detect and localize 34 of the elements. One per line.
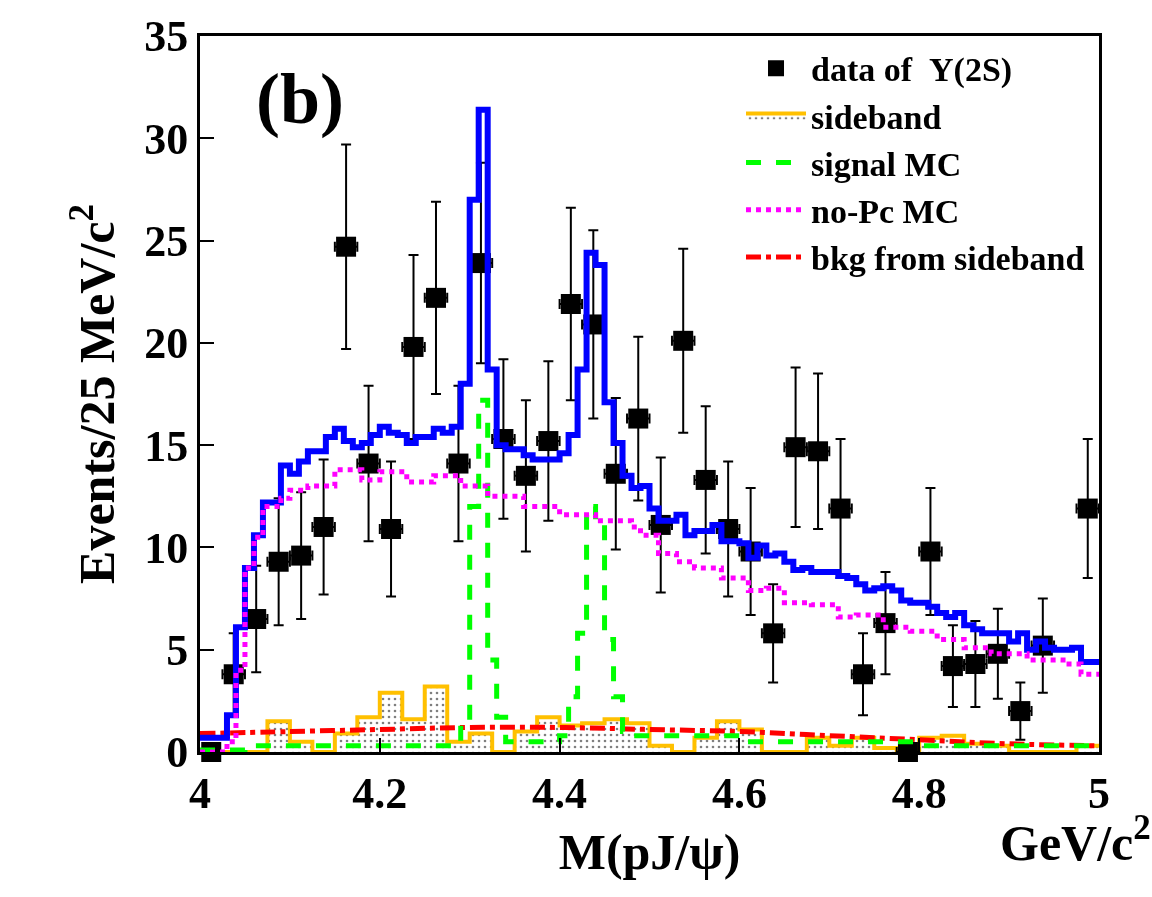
legend-label: no-Pc MC — [811, 193, 960, 231]
point — [763, 623, 784, 644]
legend-label: bkg from sideband — [811, 240, 1085, 278]
point — [336, 236, 357, 257]
y-tick-label: 15 — [144, 421, 189, 471]
x-tick-label: 4.2 — [352, 768, 408, 818]
point — [560, 293, 581, 314]
point — [920, 541, 941, 562]
y-tick-label: 30 — [144, 114, 189, 164]
annotation: (b) — [256, 59, 344, 139]
x-tick-label: 4.6 — [711, 768, 767, 818]
y-tick-label: 35 — [144, 12, 189, 62]
y-tick-label: 25 — [144, 216, 189, 266]
point — [448, 453, 469, 474]
x-axis-title: M(pJ/ψ) — [558, 824, 741, 881]
y-tick-label: 0 — [166, 728, 189, 778]
x-tick-label: 4.8 — [891, 768, 947, 818]
legend-label: sideband — [811, 98, 942, 136]
point — [695, 469, 716, 490]
x-tick-label: 4 — [189, 768, 211, 818]
legend-label: signal MC — [811, 145, 962, 183]
point — [381, 519, 402, 540]
y-tick-label: 5 — [166, 626, 189, 676]
x-tick-label: 4.4 — [532, 768, 588, 818]
y-tick-label: 10 — [144, 523, 189, 573]
point — [785, 437, 806, 458]
y-tick-label: 20 — [144, 319, 189, 369]
point — [358, 453, 379, 474]
point — [538, 431, 559, 452]
point — [425, 287, 446, 308]
legend-label: data of Υ(2S) — [811, 51, 1013, 90]
point — [942, 656, 963, 677]
point — [1010, 701, 1031, 722]
point — [403, 336, 424, 357]
